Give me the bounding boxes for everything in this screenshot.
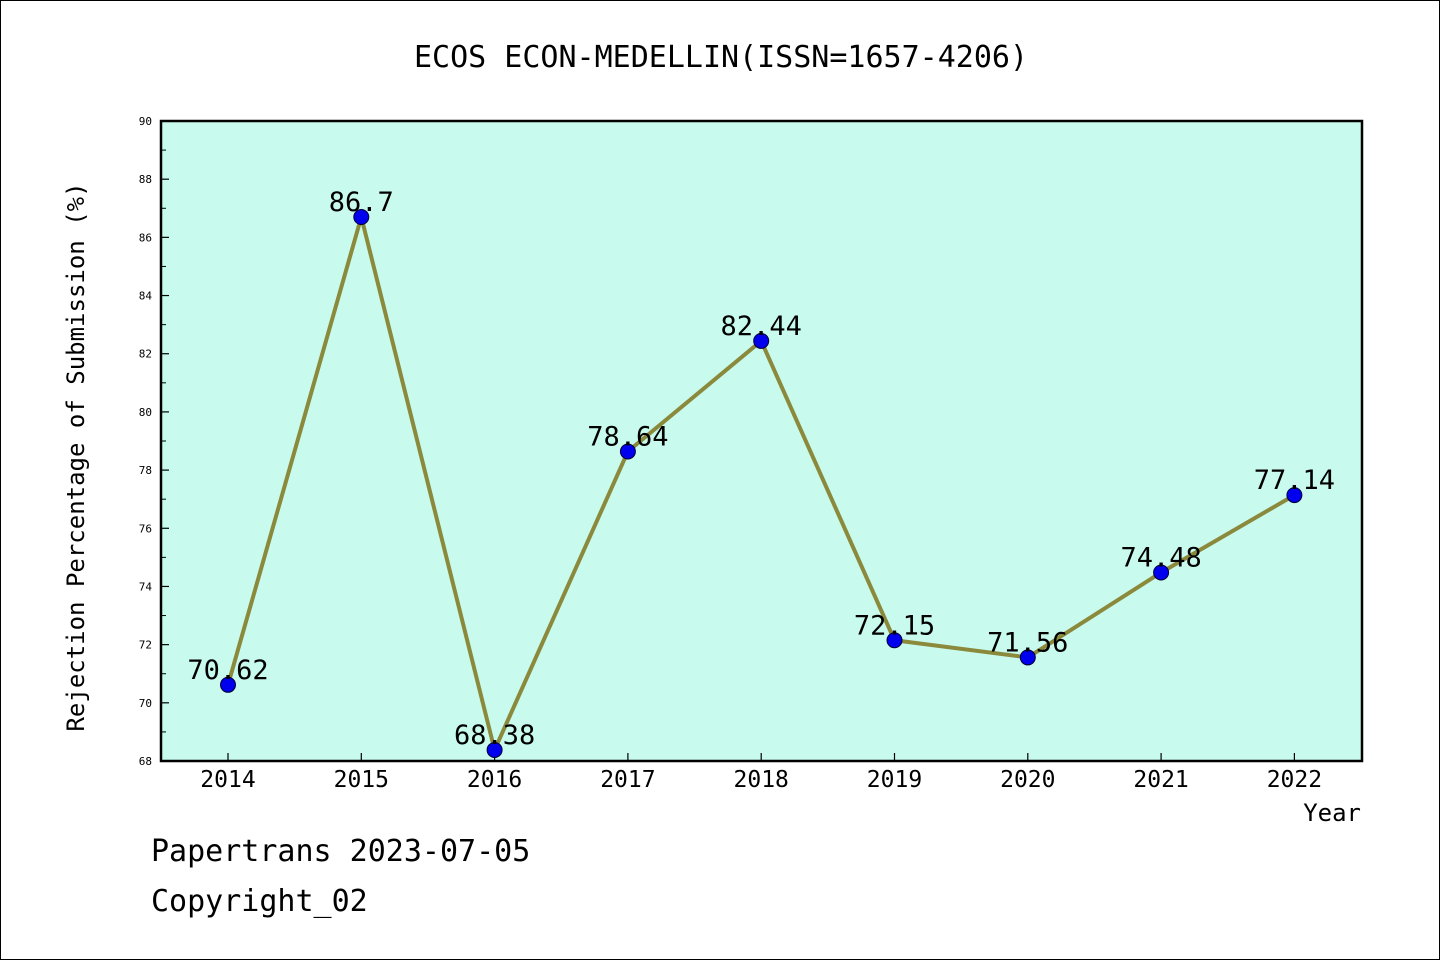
- data-point: [486, 741, 503, 758]
- chart-title: ECOS ECON-MEDELLIN(ISSN=1657-4206): [414, 40, 1028, 75]
- x-tick-label: 2017: [600, 767, 655, 793]
- y-tick-label: 90: [139, 115, 152, 128]
- data-labels: 70.62 86.7 68.38 78.64 82.44 72.15 71.56 74.48 7…: [187, 187, 1335, 751]
- y-tick-label: 72: [139, 639, 152, 652]
- data-label: 86.7: [329, 187, 394, 218]
- data-point: [1019, 649, 1036, 666]
- y-tick-label: 68: [139, 755, 152, 768]
- y-axis-label: Rejection Percentage of Submission (%): [62, 182, 90, 731]
- x-axis: 2014 2015 2016 2017 2018 2019 2020 2021 2022: [200, 753, 1322, 793]
- x-tick-label: 2022: [1267, 767, 1322, 793]
- plot-frame: [159, 119, 1364, 763]
- y-tick-label: 86: [139, 231, 152, 244]
- x-tick-label: 2020: [1000, 767, 1055, 793]
- data-label: 72.15: [854, 610, 935, 641]
- data-point: [886, 632, 903, 649]
- x-tick-label: 2014: [200, 767, 255, 793]
- data-label: 74.48: [1120, 542, 1201, 573]
- data-label: 70.62: [187, 655, 268, 686]
- footer-date: Papertrans 2023-07-05: [151, 834, 531, 869]
- x-tick-label: 2021: [1133, 767, 1188, 793]
- plot-area: [161, 121, 1362, 761]
- y-axis: 68 70 72 74 76 78 80 82 84 86 88 90: [139, 115, 169, 768]
- data-point: [1286, 487, 1303, 504]
- y-tick-label: 82: [139, 348, 152, 361]
- x-tick-label: 2019: [867, 767, 922, 793]
- x-tick-label: 2018: [734, 767, 789, 793]
- y-tick-label: 78: [139, 464, 152, 477]
- x-tick-label: 2016: [467, 767, 522, 793]
- y-tick-label: 80: [139, 406, 152, 419]
- x-tick-label: 2015: [334, 767, 389, 793]
- footer-copyright: Copyright_02: [151, 884, 368, 919]
- y-tick-label: 70: [139, 697, 152, 710]
- data-point: [220, 676, 236, 693]
- y-tick-label: 74: [139, 580, 153, 593]
- data-point: [753, 332, 770, 349]
- data-label: 78.64: [587, 421, 668, 452]
- data-label: 82.44: [721, 311, 802, 342]
- data-label: 71.56: [987, 627, 1068, 658]
- y-tick-label: 84: [139, 290, 153, 303]
- y-tick-label: 76: [139, 522, 152, 535]
- data-point: [353, 209, 370, 225]
- data-label: 77.14: [1254, 465, 1335, 496]
- y-tick-label: 88: [139, 173, 152, 186]
- x-axis-label: Year: [1303, 799, 1361, 827]
- data-markers: [220, 209, 1303, 758]
- data-point: [1153, 564, 1170, 581]
- data-point: [619, 443, 636, 460]
- data-label: 68.38: [454, 720, 535, 751]
